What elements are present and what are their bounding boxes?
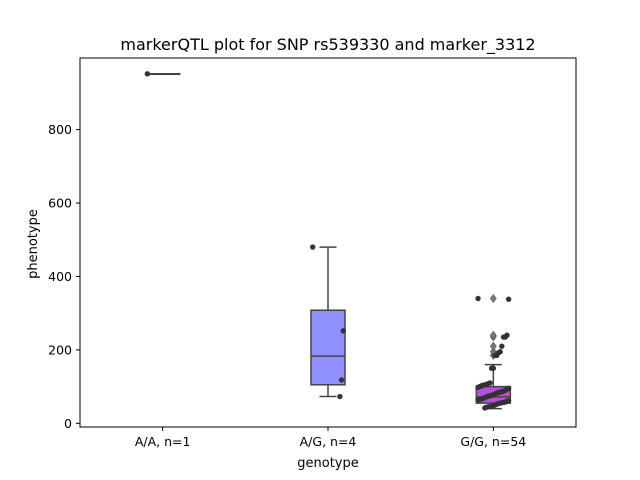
data-point [337, 393, 343, 400]
data-point [499, 343, 505, 349]
x-tick-label: G/G, n=54 [460, 434, 526, 449]
y-tick-label: 200 [48, 342, 72, 357]
data-point [338, 377, 345, 383]
y-tick-label: 400 [48, 269, 72, 284]
data-point [488, 365, 495, 371]
data-point [475, 384, 481, 391]
y-tick-label: 800 [48, 122, 72, 137]
data-point [144, 71, 151, 77]
outlier-marker [489, 293, 497, 303]
outlier-marker [489, 330, 497, 340]
y-axis-label: phenotype [26, 209, 41, 279]
data-point [340, 328, 346, 334]
data-point [492, 352, 498, 359]
outlier-marker [489, 341, 497, 351]
x-axis-label: genotype [297, 456, 358, 471]
x-tick-label: A/A, n=1 [135, 434, 191, 449]
box [310, 309, 346, 386]
chart-title: markerQTL plot for SNP rs539330 and mark… [120, 35, 535, 55]
y-tick-label: 600 [48, 196, 72, 211]
data-point [500, 334, 507, 340]
data-point [475, 397, 481, 403]
data-point [482, 405, 488, 411]
data-point [310, 244, 316, 250]
data-point [475, 295, 481, 302]
x-tick-label: A/G, n=4 [300, 434, 357, 449]
data-point [505, 296, 512, 302]
plot-area: 0 200 400 600 800 A/A, n=1 A/G, n=4 G/G, n=54 [48, 57, 577, 449]
y-tick-label: 0 [64, 416, 72, 431]
